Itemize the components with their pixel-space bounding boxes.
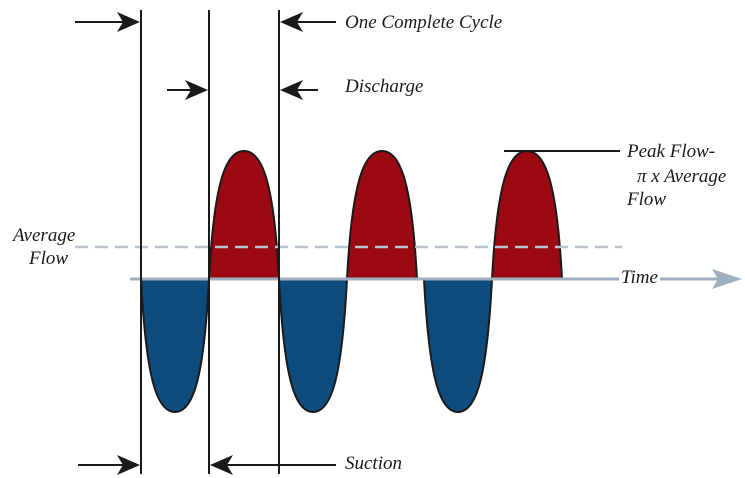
suction-label: Suction [345, 453, 402, 474]
suction-arrow-right-head [210, 455, 233, 475]
discharge-lobe-1 [209, 151, 279, 279]
suction-lobe-2 [279, 279, 347, 412]
time-axis-label: Time [619, 267, 660, 288]
suction-arrow-left-head [117, 455, 140, 475]
discharge-label: Discharge [345, 76, 424, 97]
suction-lobe-1 [141, 279, 209, 412]
discharge-lobe-3 [492, 151, 562, 279]
one-complete-cycle-label: One Complete Cycle [345, 12, 503, 33]
average-flow-label-line1: Average [13, 225, 76, 246]
cycle-arrow-left-head [117, 12, 140, 32]
peak-flow-label-line3: Flow [627, 189, 667, 210]
discharge-lobe-2 [347, 151, 417, 279]
discharge-arrow-right-head [280, 80, 303, 100]
peak-flow-label-line2: π x Average [637, 166, 727, 187]
time-axis-arrowhead [712, 269, 742, 289]
discharge-arrow-left-head [185, 80, 208, 100]
average-flow-label-line2: Flow [29, 248, 69, 269]
cycle-arrow-right-head [280, 12, 303, 32]
suction-lobe-3 [424, 279, 492, 412]
peak-flow-label-line1: Peak Flow- [627, 141, 716, 162]
